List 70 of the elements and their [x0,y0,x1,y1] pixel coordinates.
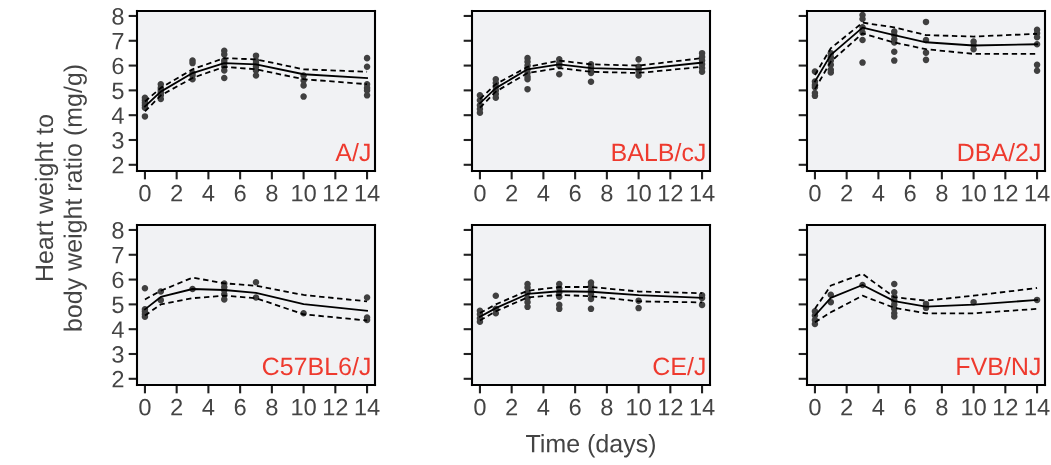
x-tick-label: 4 [537,185,550,202]
text: C57BL6/J [262,356,370,376]
x-tick-label: 6 [904,398,916,416]
y-tick-label: 3 [112,346,124,363]
x-tick-label: 12 [324,184,348,202]
x-tick-label: 14 [355,399,380,416]
x-tick-label: 12 [659,398,683,416]
x-tick-label: 10 [962,184,986,202]
y-axis-title: Heart weight to body weight ratio (mg/g) [34,65,87,331]
text: FVB/NJ [957,356,1040,376]
text: DBA/2J [958,142,1040,162]
x-tick-label: 12 [994,184,1018,202]
text: A/J [335,142,370,162]
x-tick-label: 0 [139,398,151,416]
x-tick-label: 2 [841,184,853,202]
x-tick-label: 0 [474,398,486,416]
y-tick-label: 5 [112,82,124,100]
y-tick-label: 5 [112,296,124,314]
x-tick-label: 8 [936,398,948,416]
y-tick-label: 8 [112,8,124,25]
y-tick-label: 8 [112,222,124,239]
x-tick-label: 4 [872,399,885,416]
y-tick-label: 2 [112,370,124,388]
y-tick-label: 4 [111,321,124,338]
y-tick-label: 6 [112,271,124,289]
x-tick-label: 0 [809,184,821,202]
x-axis-title: Time (days) [526,434,655,458]
y-tick-label: 2 [112,156,124,174]
x-tick-label: 2 [506,184,518,202]
x-tick-label: 14 [690,185,715,202]
x-tick-label: 12 [659,184,683,202]
y-tick-label: 7 [112,247,124,264]
x-tick-label: 10 [962,398,986,416]
x-tick-label: 14 [1025,185,1050,202]
x-tick-label: 6 [904,184,916,202]
x-tick-label: 10 [627,184,651,202]
x-tick-label: 14 [1025,399,1050,416]
x-tick-label: 8 [266,184,278,202]
x-tick-label: 2 [841,398,853,416]
y-tick-label: 3 [112,132,124,149]
x-tick-label: 8 [601,398,613,416]
y-tick-label: 7 [112,33,124,50]
x-tick-label: 0 [809,398,821,416]
x-tick-label: 4 [872,185,885,202]
y-tick-label: 4 [111,107,124,124]
x-tick-label: 14 [690,399,715,416]
x-tick-label: 6 [234,398,246,416]
x-tick-label: 8 [266,398,278,416]
x-tick-label: 6 [569,398,581,416]
x-tick-label: 14 [355,185,380,202]
x-tick-label: 8 [601,184,613,202]
x-tick-label: 2 [171,398,183,416]
x-tick-label: 4 [537,399,550,416]
x-tick-label: 0 [139,184,151,202]
x-tick-label: 4 [202,399,215,416]
x-tick-label: 8 [936,184,948,202]
x-tick-label: 10 [292,398,316,416]
x-tick-label: 10 [627,398,651,416]
x-tick-label: 6 [234,184,246,202]
x-tick-label: 0 [474,184,486,202]
text: BALB/cJ [612,142,705,162]
x-tick-label: 2 [506,398,518,416]
x-tick-label: 2 [171,184,183,202]
y-tick-label: 6 [112,57,124,75]
text: CE/J [653,356,705,376]
x-tick-label: 4 [202,185,215,202]
x-tick-label: 12 [994,398,1018,416]
x-tick-label: 12 [324,398,348,416]
x-tick-label: 6 [569,184,581,202]
x-tick-label: 10 [292,184,316,202]
